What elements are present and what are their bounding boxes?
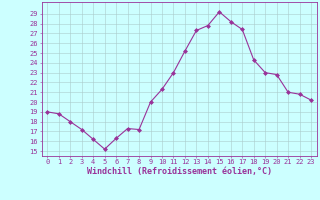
X-axis label: Windchill (Refroidissement éolien,°C): Windchill (Refroidissement éolien,°C) — [87, 167, 272, 176]
